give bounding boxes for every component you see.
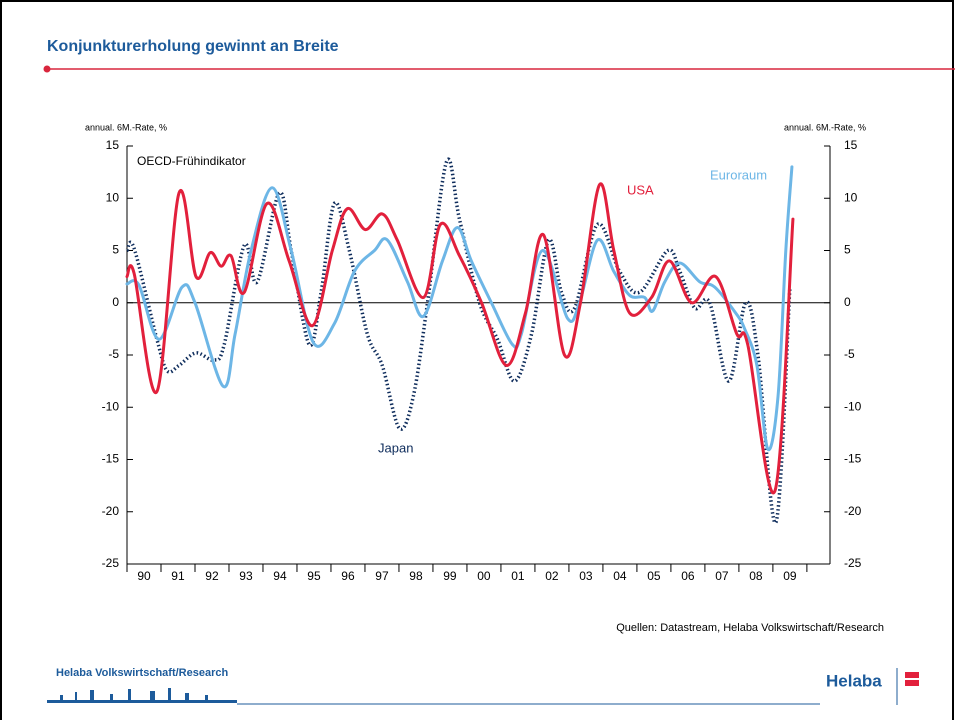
y2-tick-label: -20 xyxy=(844,504,862,518)
x-tick-label: 97 xyxy=(375,569,389,583)
x-tick-label: 94 xyxy=(273,569,287,583)
y-tick-label: 15 xyxy=(106,138,120,152)
slide-title: Konjunkturerholung gewinnt an Breite xyxy=(47,38,339,55)
x-tick-label: 03 xyxy=(579,569,593,583)
footer-brand: Helaba Volkswirtschaft/Research xyxy=(56,667,228,679)
x-tick-label: 95 xyxy=(307,569,321,583)
y-tick-label: -20 xyxy=(102,504,120,518)
x-tick-label: 08 xyxy=(749,569,763,583)
source-note: Quellen: Datastream, Helaba Volkswirtsch… xyxy=(616,622,884,634)
y-tick-label: -15 xyxy=(102,452,120,466)
y-tick-label: -5 xyxy=(108,347,119,361)
x-tick-label: 01 xyxy=(511,569,525,583)
x-tick-label: 05 xyxy=(647,569,661,583)
series-label: USA xyxy=(627,182,654,197)
series-label: Euroraum xyxy=(710,167,767,182)
y2-tick-label: 10 xyxy=(844,190,858,204)
title-dot xyxy=(43,65,51,73)
logo-text: Helaba xyxy=(826,671,882,690)
x-tick-label: 98 xyxy=(409,569,423,583)
x-tick-label: 00 xyxy=(477,569,491,583)
x-tick-label: 91 xyxy=(171,569,185,583)
x-tick-label: 92 xyxy=(205,569,219,583)
x-tick-label: 93 xyxy=(239,569,253,583)
x-tick-label: 04 xyxy=(613,569,627,583)
x-tick-label: 02 xyxy=(545,569,559,583)
y-axis-label: annual. 6M.-Rate, % xyxy=(85,122,167,132)
chart-annotation: OECD-Frühindikator xyxy=(137,154,246,168)
y-tick-label: 0 xyxy=(112,295,119,309)
x-tick-label: 90 xyxy=(137,569,151,583)
y2-tick-label: -15 xyxy=(844,452,862,466)
series-line xyxy=(125,157,792,525)
x-tick-label: 06 xyxy=(681,569,695,583)
x-tick-label: 09 xyxy=(783,569,797,583)
y2-tick-label: -10 xyxy=(844,399,862,413)
x-tick-label: 99 xyxy=(443,569,457,583)
y2-axis-label: annual. 6M.-Rate, % xyxy=(784,122,866,132)
y2-tick-label: -5 xyxy=(844,347,855,361)
x-tick-label: 07 xyxy=(715,569,729,583)
y2-tick-label: 5 xyxy=(844,243,851,257)
y-tick-label: -10 xyxy=(102,399,120,413)
skyline xyxy=(47,688,237,703)
x-tick-label: 96 xyxy=(341,569,355,583)
y-tick-label: -25 xyxy=(102,556,120,570)
series-line xyxy=(125,182,795,495)
y2-tick-label: 15 xyxy=(844,138,858,152)
y-tick-label: 10 xyxy=(106,190,120,204)
series-label: Japan xyxy=(378,440,413,455)
y2-tick-label: -25 xyxy=(844,556,862,570)
series-line xyxy=(125,165,794,452)
y-tick-label: 5 xyxy=(112,243,119,257)
y2-tick-label: 0 xyxy=(844,295,851,309)
